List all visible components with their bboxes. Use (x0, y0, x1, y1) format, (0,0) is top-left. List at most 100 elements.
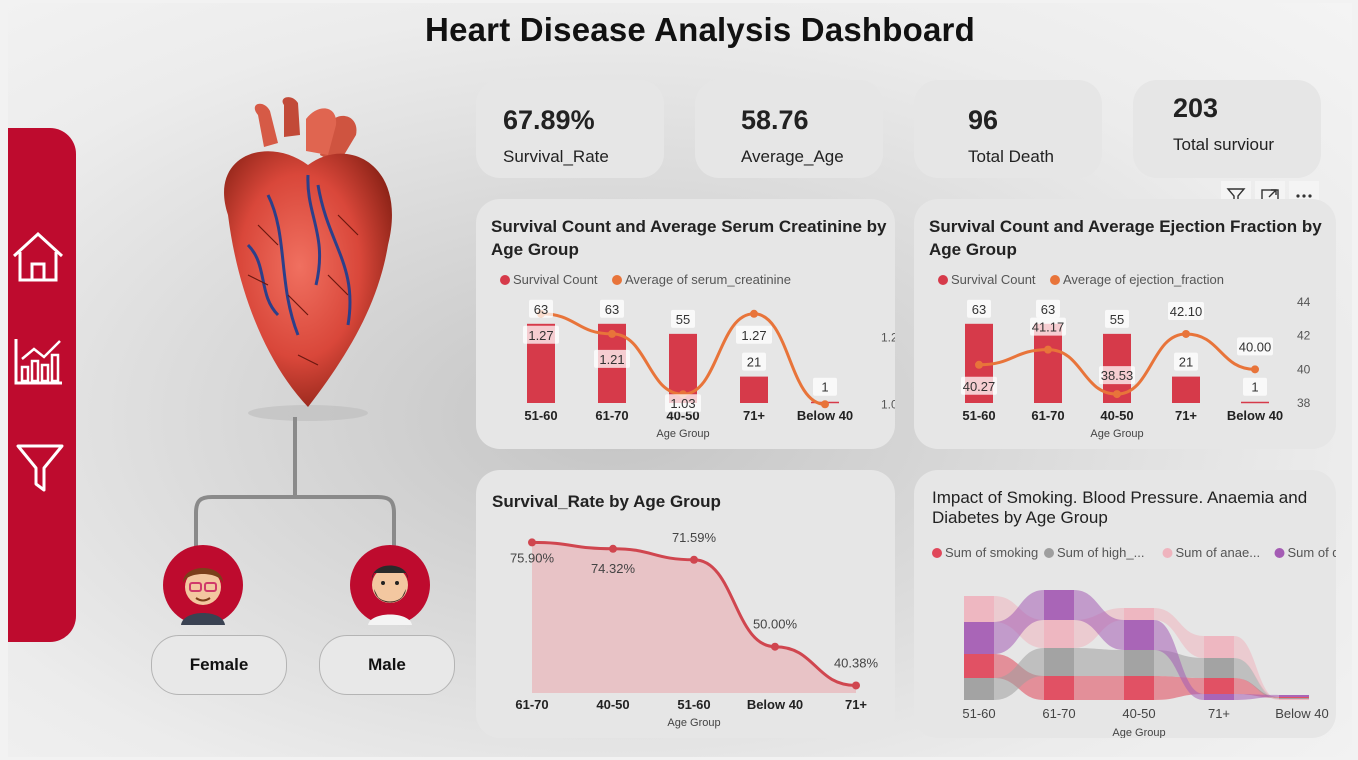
line-point (852, 681, 860, 690)
chart-plot: Survival Count Average of ejection_fracti… (938, 272, 1311, 440)
y2-tick-label: 38 (1297, 396, 1311, 410)
x-tick-label: Below 40 (747, 697, 803, 712)
ribbon-segment (1204, 694, 1234, 700)
line-point (1113, 390, 1121, 399)
chart-title: Impact of Smoking. Blood Pressure. Anaem… (932, 488, 1308, 527)
legend-label: Survival Count (951, 272, 1036, 287)
bar (1172, 376, 1200, 403)
ribbon-segment (1124, 620, 1154, 650)
legend-marker (1044, 548, 1054, 558)
chart-title: Survival Count and Average Ejection Frac… (929, 217, 1322, 259)
legend-marker (938, 275, 948, 285)
y2-tick-label: 44 (1297, 295, 1311, 309)
ribbon-segment (964, 596, 994, 622)
data-label: 55 (676, 312, 690, 327)
data-label-bg (742, 352, 766, 371)
legend-marker (932, 548, 942, 558)
legend-label: Sum of smoking (945, 545, 1038, 560)
data-label-bg (1237, 337, 1273, 356)
female-avatar[interactable] (163, 545, 243, 625)
ribbon-segment (1124, 608, 1154, 620)
data-label: 41.17 (1032, 320, 1065, 335)
data-label: 40.27 (963, 379, 996, 394)
data-label-bg (1105, 309, 1129, 328)
data-label: 21 (1179, 355, 1193, 370)
line-point (771, 642, 779, 651)
kpi-total-death: 96 Total Death (914, 80, 1102, 178)
page-title: Heart Disease Analysis Dashboard (425, 11, 975, 48)
legend-label: Average of ejection_fraction (1063, 272, 1224, 287)
ribbon-segment (1044, 676, 1074, 700)
tree-connector (293, 417, 297, 495)
data-label-bg (665, 394, 701, 413)
ribbon-segment (964, 622, 994, 654)
x-axis-title: Age Group (667, 717, 720, 729)
data-label: 75.90% (510, 550, 555, 565)
x-tick-label: Below 40 (1227, 408, 1283, 423)
chart-card-serum-creatinine: Survival Count and Average Serum Creatin… (476, 199, 895, 449)
ribbon-segment (1279, 698, 1309, 699)
ribbon-segment (964, 678, 994, 700)
line-point (528, 538, 536, 547)
x-tick-label: 71+ (845, 697, 867, 712)
female-button[interactable]: Female (151, 635, 287, 695)
kpi-total-survivor: 203 Total surviour (1133, 80, 1321, 178)
x-axis-title: Age Group (656, 428, 709, 440)
data-label: 63 (1041, 302, 1055, 317)
data-label-bg (529, 299, 553, 318)
male-avatar[interactable] (350, 545, 430, 625)
y2-tick-label: 1.2 (881, 330, 895, 344)
legend-label: Survival Count (513, 272, 598, 287)
data-label-bg (1168, 301, 1204, 320)
bar (1241, 401, 1269, 404)
kpi-label: Total Death (968, 147, 1054, 166)
data-label: 1.27 (528, 328, 553, 343)
x-tick-label: 51-60 (962, 408, 995, 423)
area-fill (532, 542, 856, 693)
x-tick-label: Below 40 (797, 408, 853, 423)
data-label-bg (961, 376, 997, 395)
data-label: 71.59% (672, 530, 717, 545)
data-label-bg (523, 325, 559, 344)
x-tick-label: 40-50 (1122, 706, 1155, 721)
x-tick-label: 40-50 (1100, 408, 1133, 423)
x-axis-title: Age Group (1090, 428, 1143, 440)
chart-card-survival-rate: Survival_Rate by Age Group 75.90% 61-70 74… (476, 470, 895, 738)
kpi-label: Survival_Rate (503, 147, 609, 166)
legend-label: Sum of high_... (1057, 545, 1144, 560)
line-point (975, 360, 983, 369)
data-label: 21 (747, 355, 761, 370)
filter-icon[interactable] (12, 440, 68, 496)
bar-chart-icon[interactable] (10, 333, 66, 389)
kpi-label: Average_Age (741, 147, 844, 166)
series-line (531, 540, 857, 687)
legend-marker (1274, 548, 1285, 558)
legend-marker (1050, 275, 1060, 285)
data-label: 42.10 (1170, 304, 1203, 319)
ribbon-segment (1124, 650, 1154, 676)
chart-plot: 75.90% 61-70 74.32% 40-50 71.59% 51-60 50.00% B… (510, 530, 879, 729)
data-label-bg (736, 325, 772, 344)
data-label: 55 (1110, 312, 1124, 327)
data-label: 63 (534, 302, 548, 317)
chart-title: Survival Count and Average Serum Creatin… (491, 217, 887, 259)
data-label-bg (671, 309, 695, 328)
legend-marker (1162, 548, 1173, 558)
data-label: 1.03 (670, 396, 695, 411)
kpi-label: Total surviour (1173, 135, 1275, 154)
male-button[interactable]: Male (319, 635, 455, 695)
home-icon[interactable] (10, 228, 66, 284)
legend-label: Sum of anae... (1176, 545, 1261, 560)
chart-card-risk-factors: Impact of Smoking. Blood Pressure. Anaem… (914, 470, 1336, 738)
ribbon-segment (1044, 648, 1074, 676)
data-label: 63 (972, 302, 986, 317)
ribbon-segment (1204, 636, 1234, 658)
legend-label: Sum of dia... (1288, 545, 1337, 560)
heart-illustration (224, 97, 392, 421)
line-point (750, 309, 758, 318)
sidebar (8, 128, 76, 642)
tree-branches (194, 495, 396, 549)
x-tick-label: Below 40 (1275, 706, 1328, 721)
legend-label: Average of serum_creatinine (625, 272, 791, 287)
data-label: 1 (1251, 380, 1258, 395)
